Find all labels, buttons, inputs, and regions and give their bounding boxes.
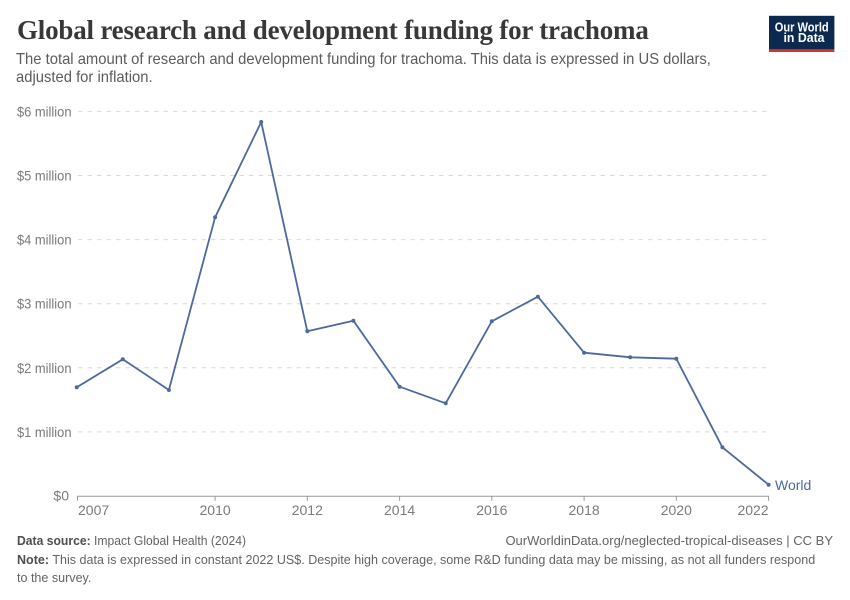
svg-text:2022: 2022 [737,502,768,518]
svg-text:2020: 2020 [661,502,692,518]
svg-text:$6 million: $6 million [17,103,72,119]
svg-text:Our World: Our World [775,20,829,35]
svg-text:2018: 2018 [569,502,600,518]
svg-text:2007: 2007 [78,502,109,518]
svg-text:2016: 2016 [476,502,507,518]
svg-text:$3 million: $3 million [17,296,72,312]
svg-text:$5 million: $5 million [17,168,72,184]
svg-text:in Data: in Data [784,30,826,45]
svg-text:2014: 2014 [384,502,415,518]
svg-text:$1 million: $1 million [17,424,72,440]
svg-text:2012: 2012 [292,502,323,518]
svg-text:$2 million: $2 million [17,360,72,376]
svg-text:2010: 2010 [200,502,231,518]
svg-text:$0: $0 [53,488,69,504]
svg-text:World: World [775,477,811,493]
svg-text:$4 million: $4 million [17,232,72,248]
